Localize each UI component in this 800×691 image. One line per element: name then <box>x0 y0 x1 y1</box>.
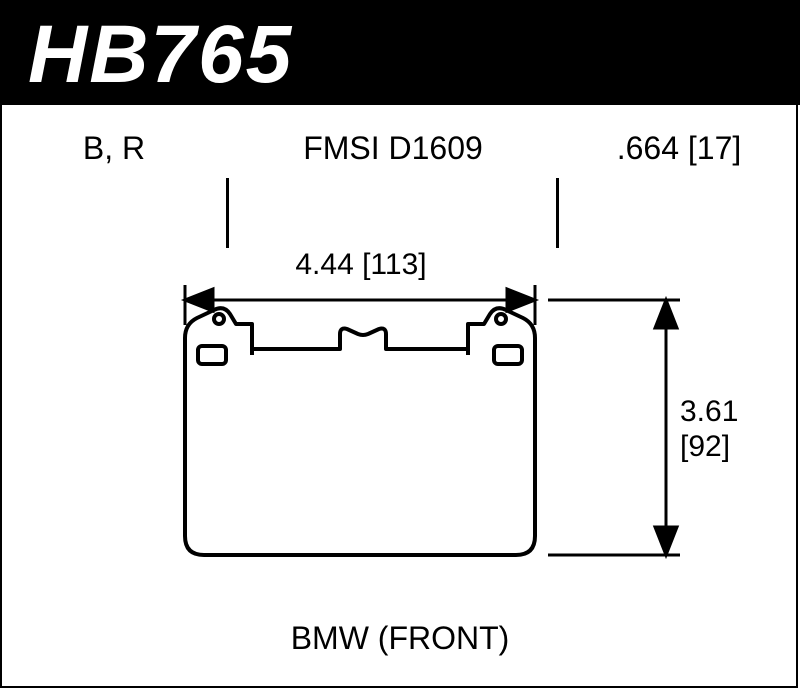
brake-pad-outline <box>185 308 535 555</box>
diagram-svg <box>0 0 800 691</box>
width-arrow <box>185 285 535 325</box>
height-arrow <box>548 300 680 555</box>
